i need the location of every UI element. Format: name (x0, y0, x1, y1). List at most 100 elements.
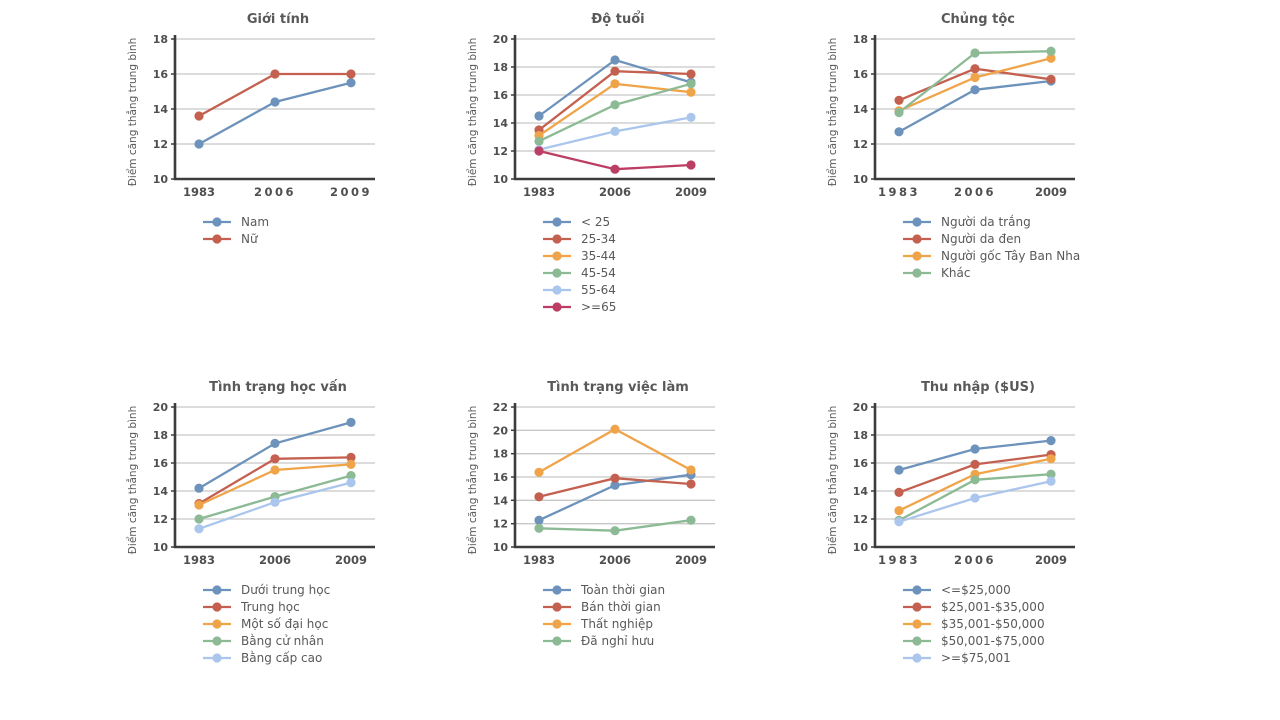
chart-title: Giới tính (246, 12, 310, 27)
legend-label: <=$25,000 (941, 582, 1011, 597)
legend-item: 25-34 (541, 230, 741, 247)
data-point (894, 517, 904, 527)
y-tick-label: 10 (853, 541, 869, 554)
legend-marker-icon (903, 601, 931, 612)
data-point (610, 480, 620, 490)
data-point (270, 454, 280, 464)
y-axis-label: Điểm căng thẳng trung bình (467, 405, 479, 554)
data-point (610, 55, 620, 65)
data-point (970, 48, 980, 58)
data-point (894, 487, 904, 497)
y-tick-label: 20 (493, 424, 509, 437)
legend-marker-icon (203, 618, 231, 629)
legend-item: Nữ (201, 230, 401, 247)
x-tick-label: 2009 (1035, 553, 1067, 567)
data-point (1046, 476, 1056, 486)
y-tick-label: 12 (853, 513, 868, 526)
legend-item: Nam (201, 213, 401, 230)
plot-area: 10 12 14 16 18 20 1983 2006 2009 (493, 33, 715, 199)
data-point (534, 523, 544, 533)
data-point (894, 127, 904, 137)
legend-item: 35-44 (541, 247, 741, 264)
legend-label: >=$75,001 (941, 650, 1011, 665)
legend-label: 25-34 (581, 231, 616, 246)
y-tick-label: 20 (853, 401, 869, 414)
legend-label: $25,001-$35,000 (941, 599, 1045, 614)
data-point (894, 465, 904, 475)
legend-marker-icon (543, 233, 571, 244)
plot-area: 10 12 14 16 18 20 22 1983 2006 2009 (493, 401, 715, 567)
data-point (970, 459, 980, 469)
x-tick-label: 1983 (523, 185, 555, 199)
data-point (610, 526, 620, 536)
x-tick-label: 1983 (878, 185, 920, 199)
data-point (686, 160, 696, 170)
y-tick-label: 22 (493, 401, 508, 414)
legend-label: >=65 (581, 299, 617, 314)
y-tick-label: 10 (853, 173, 869, 186)
data-point (970, 64, 980, 74)
legend: Toàn thời gian Bán thời gian Thất nghiệp Đã… (541, 581, 741, 649)
chart-title: Thu nhập ($US) (921, 380, 1035, 395)
legend-label: Người da trắng (941, 214, 1031, 229)
legend-marker-icon (203, 584, 231, 595)
y-tick-label: 18 (493, 61, 508, 74)
x-tick-label: 1983 (523, 553, 555, 567)
data-point (686, 479, 696, 489)
y-tick-label: 14 (493, 494, 509, 507)
legend-item: >=65 (541, 298, 741, 315)
y-axis-label: Điểm căng thẳng trung bình (127, 37, 139, 186)
legend-marker-icon (203, 233, 231, 244)
y-tick-label: 12 (153, 138, 168, 151)
legend-marker-icon (903, 635, 931, 646)
y-tick-label: 14 (853, 103, 869, 116)
y-tick-label: 20 (493, 33, 509, 46)
data-point (686, 465, 696, 475)
data-point (686, 87, 696, 97)
x-tick-label: 2006 (954, 553, 996, 567)
legend-marker-icon (903, 250, 931, 261)
legend-label: $50,001-$75,000 (941, 633, 1045, 648)
data-point (346, 452, 356, 462)
data-point (970, 444, 980, 454)
data-point (194, 111, 204, 121)
legend-label: Thất nghiệp (581, 616, 653, 631)
data-point (534, 136, 544, 146)
y-tick-label: 10 (493, 541, 509, 554)
legend-item: Người da trắng (901, 213, 1101, 230)
legend-item: 55-64 (541, 281, 741, 298)
x-tick-label: 2006 (259, 553, 291, 567)
chart-age: Độ tuổi Điểm căng thẳng trung bình 10 12 1… (465, 12, 741, 315)
data-point (270, 497, 280, 507)
y-tick-label: 12 (493, 145, 508, 158)
data-point (970, 475, 980, 485)
legend-marker-icon (543, 216, 571, 227)
y-axis-label: Điểm căng thẳng trung bình (827, 37, 839, 186)
chart-title: Tình trạng việc làm (547, 380, 689, 395)
y-tick-label: 14 (153, 103, 169, 116)
x-tick-label: 2009 (675, 553, 707, 567)
data-point (970, 72, 980, 83)
data-point (894, 95, 904, 105)
legend-label: Nữ (241, 231, 258, 246)
legend-item: 45-54 (541, 264, 741, 281)
data-point (346, 459, 356, 469)
x-tick-label: 1983 (183, 553, 215, 567)
legend-item: Bằng cấp cao (201, 649, 401, 666)
legend-item: Người gốc Tây Ban Nha (901, 247, 1101, 264)
legend-marker-icon (543, 284, 571, 295)
series-line (198, 81, 352, 146)
plot-area: 10 12 14 16 18 1983 2006 2009 (153, 33, 375, 199)
x-tick-label: 2009 (675, 185, 707, 199)
data-point (1046, 469, 1056, 479)
legend-item: <=$25,000 (901, 581, 1101, 598)
legend-marker-icon (543, 635, 571, 646)
legend-label: Khác (941, 265, 971, 280)
legend-item: $35,001-$50,000 (901, 615, 1101, 632)
legend-marker-icon (903, 267, 931, 278)
data-point (1046, 74, 1056, 84)
y-tick-label: 16 (853, 457, 869, 470)
y-tick-label: 16 (493, 471, 509, 484)
data-point (1046, 53, 1056, 63)
